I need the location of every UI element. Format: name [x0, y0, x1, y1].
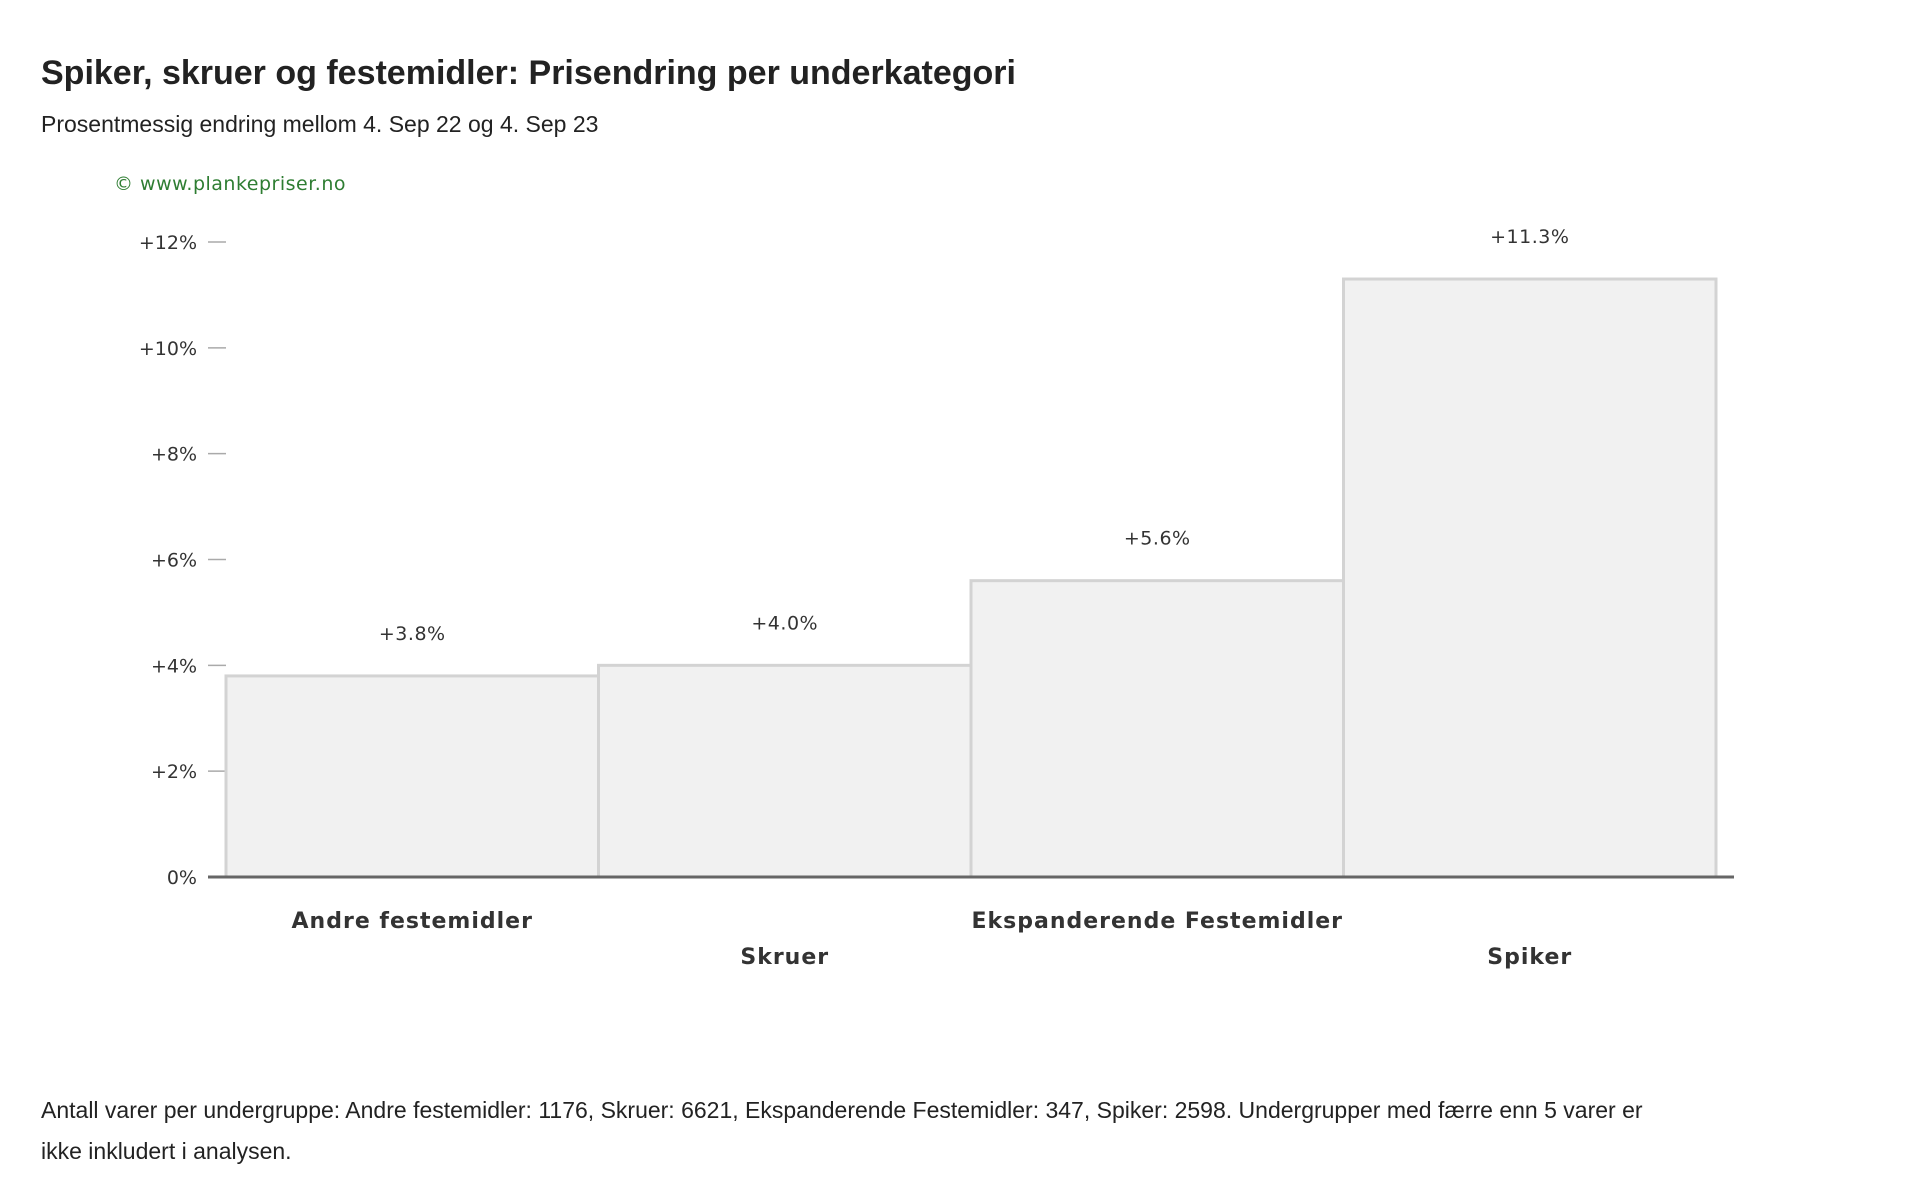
- chart-subtitle: Prosentmessig endring mellom 4. Sep 22 o…: [41, 111, 599, 137]
- bar-value-label: +4.0%: [751, 612, 818, 634]
- bars: [224, 277, 1718, 879]
- category-label: Andre festemidler: [292, 909, 533, 934]
- bar: [597, 663, 973, 879]
- bar: [969, 579, 1345, 879]
- bar: [224, 674, 600, 879]
- category-label: Ekspanderende Festemidler: [971, 909, 1343, 934]
- x-axis: Andre festemidler Skruer Ekspanderende Fes…: [208, 875, 1734, 970]
- y-tick-label: 0%: [167, 867, 197, 889]
- y-tick-label: +8%: [151, 444, 197, 466]
- category-label: Spiker: [1487, 945, 1572, 970]
- bar: [1342, 277, 1718, 879]
- footnote: Antall varer per undergruppe: Andre fest…: [41, 1097, 1643, 1164]
- chart-title: Spiker, skruer og festemidler: Prisendri…: [41, 54, 1016, 92]
- y-tick-label: +2%: [151, 761, 197, 783]
- bar-value-label: +3.8%: [379, 623, 446, 645]
- y-tick-label: +4%: [151, 655, 197, 677]
- y-tick-label: +10%: [139, 338, 197, 360]
- bar-value-label: +5.6%: [1124, 528, 1191, 550]
- value-labels: +3.8% +4.0% +5.6% +11.3%: [379, 226, 1569, 645]
- copyright-label: © www.plankepriser.no: [114, 173, 346, 195]
- bar-value-label: +11.3%: [1490, 226, 1569, 248]
- y-axis: 0% +2% +4% +6% +8% +10% +12%: [139, 232, 226, 889]
- bar-chart: © www.plankepriser.no 0% +2% +4% +6% +8% +10%…: [114, 173, 1734, 970]
- y-tick-label: +12%: [139, 232, 197, 254]
- y-tick-label: +6%: [151, 550, 197, 572]
- category-label: Skruer: [740, 945, 829, 970]
